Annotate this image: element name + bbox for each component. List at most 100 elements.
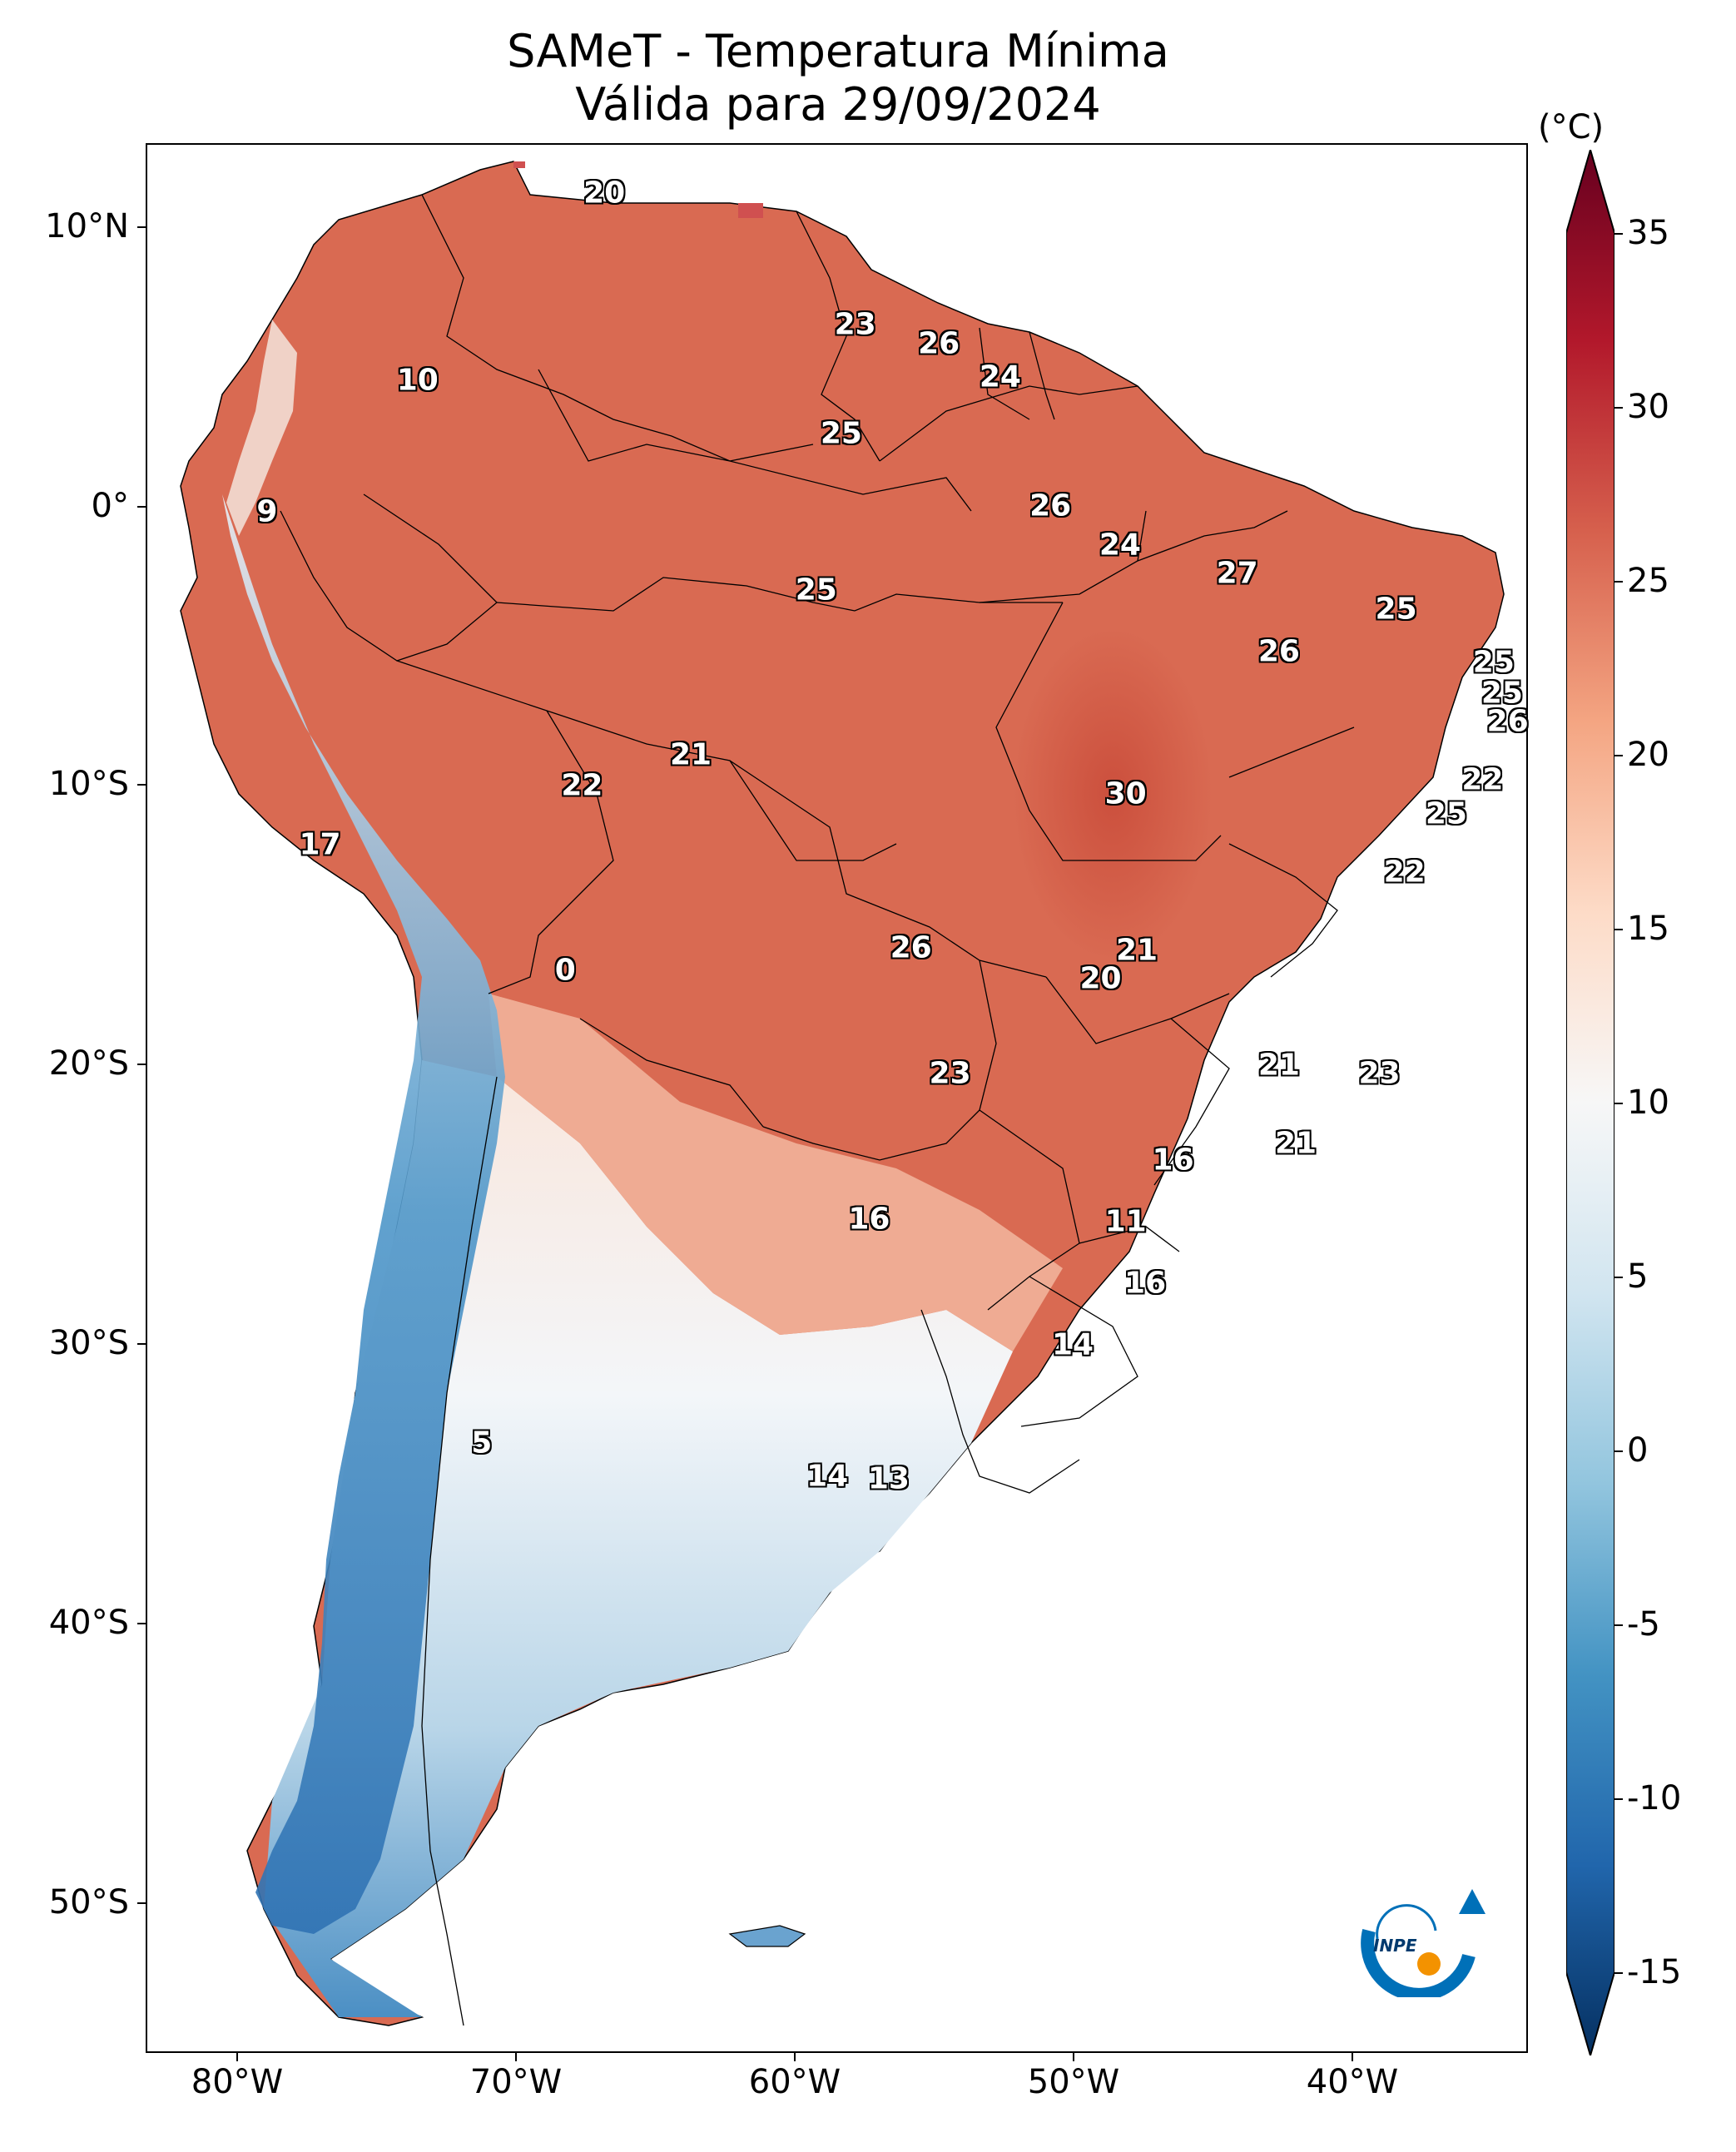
caribbean-island	[738, 203, 763, 218]
contour-label: 23	[1358, 1056, 1401, 1091]
lat-tick	[137, 1902, 146, 1904]
lon-tick	[794, 2053, 796, 2061]
contour-label: 21	[1257, 1048, 1300, 1083]
andes-cold-strip	[222, 494, 505, 1934]
colorbar-tick-label: -15	[1627, 1953, 1682, 1991]
contour-label: 17	[299, 827, 341, 862]
colorbar-tick-label: 35	[1627, 214, 1669, 252]
colorbar-tick-label: -10	[1627, 1779, 1682, 1817]
contour-label: 25	[820, 416, 862, 451]
contour-label: 26	[1257, 634, 1300, 669]
contour-label: 24	[1099, 528, 1141, 563]
lon-label-70w: 70°W	[469, 2063, 563, 2101]
contour-label: 25	[1425, 796, 1467, 831]
colorbar-tick	[1614, 581, 1623, 583]
contour-label: 20	[583, 176, 626, 211]
map-title: SAMeT - Temperatura Mínima	[507, 25, 1169, 77]
contour-label: 21	[1115, 933, 1158, 968]
colorbar-tick-label: 20	[1627, 736, 1669, 774]
contour-label: 0	[554, 953, 576, 988]
lat-tick	[137, 506, 146, 508]
lon-label-40w: 40°W	[1306, 2063, 1399, 2101]
colorbar-tick-label: 0	[1627, 1431, 1649, 1470]
contour-label: 23	[834, 307, 876, 342]
lon-tick	[1073, 2053, 1074, 2061]
colorbar-tick-label: 30	[1627, 388, 1669, 426]
inpe-logo: INPE	[1361, 1889, 1486, 1997]
contour-label: 13	[867, 1461, 910, 1496]
contour-label: 22	[561, 768, 603, 803]
lat-label-50s: 50°S	[48, 1883, 129, 1921]
colorbar-tick	[1614, 1450, 1623, 1452]
colorbar-tick-label: 10	[1627, 1083, 1669, 1122]
contour-label: 16	[1124, 1266, 1167, 1301]
colorbar-tick-label: 15	[1627, 910, 1669, 948]
contour-label: 24	[979, 359, 1021, 394]
lat-tick	[137, 784, 146, 786]
colorbar-tick	[1614, 1972, 1623, 1974]
contour-label: 10	[396, 363, 439, 398]
contour-label: 25	[1472, 645, 1515, 680]
logo-text: INPE	[1373, 1936, 1417, 1956]
contour-label: 30	[1104, 776, 1147, 811]
lon-tick	[515, 2053, 517, 2061]
contour-label: 11	[1104, 1204, 1147, 1239]
colorbar-tick	[1614, 1798, 1623, 1800]
lat-tick	[137, 226, 146, 228]
lon-tick	[1352, 2053, 1353, 2061]
colorbar-tick	[1614, 233, 1623, 235]
contour-label: 25	[1481, 676, 1523, 711]
hotspot-tocantins	[1013, 627, 1213, 960]
colorbar-unit: (°C)	[1538, 108, 1605, 146]
colombia-highlands	[226, 320, 297, 536]
colorbar-tick	[1614, 1277, 1623, 1278]
contour-label: 21	[669, 737, 712, 772]
falkland-islands	[728, 1925, 806, 1947]
colorbar-tick	[1614, 755, 1623, 756]
lat-label-40s: 40°S	[48, 1604, 129, 1642]
colorbar-tick-label: 25	[1627, 562, 1669, 600]
lon-label-50w: 50°W	[1027, 2063, 1120, 2101]
caribbean-island	[513, 161, 525, 168]
map-subtitle: Válida para 29/09/2024	[575, 78, 1101, 131]
lon-tick	[236, 2053, 238, 2061]
contour-label: 16	[1152, 1143, 1194, 1178]
contour-label: 14	[806, 1459, 849, 1494]
colorbar-tick-label: -5	[1627, 1605, 1660, 1644]
lat-tick	[137, 1623, 146, 1624]
transition-band	[489, 994, 1063, 1351]
colorbar-tick	[1614, 1103, 1623, 1104]
contour-label: 14	[1051, 1327, 1094, 1362]
lat-label-30s: 30°S	[48, 1324, 129, 1362]
contour-label: 26	[1029, 488, 1072, 523]
political-borders	[280, 194, 1355, 2026]
contour-label: 9	[256, 494, 278, 529]
contour-label: 26	[1486, 704, 1529, 739]
contour-label: 25	[795, 573, 837, 607]
lat-label-20s: 20°S	[48, 1044, 129, 1083]
contour-label: 27	[1216, 556, 1258, 591]
contour-label: 5	[471, 1426, 493, 1460]
lat-label-10n: 10°N	[45, 207, 129, 245]
lat-tick	[137, 1343, 146, 1345]
colorbar-tick	[1614, 407, 1623, 409]
contour-label: 26	[918, 326, 960, 361]
contour-label: 26	[890, 930, 932, 965]
colorbar-tick-label: 5	[1627, 1257, 1649, 1296]
map-frame	[146, 143, 1528, 2053]
contour-label: 21	[1274, 1126, 1317, 1161]
colorbar	[1566, 150, 1614, 2055]
contour-label: 25	[1375, 592, 1417, 627]
contour-label: 23	[929, 1056, 971, 1091]
lat-tick	[137, 1064, 146, 1065]
colorbar-tick	[1614, 929, 1623, 930]
lon-label-80w: 80°W	[191, 2063, 284, 2101]
lon-label-60w: 60°W	[748, 2063, 841, 2101]
lat-label-0: 0°	[91, 487, 129, 525]
contour-label: 16	[848, 1202, 890, 1237]
map-canvas	[180, 161, 1505, 2026]
colorbar-tick	[1614, 1624, 1623, 1626]
contour-label: 22	[1461, 762, 1504, 797]
lat-label-10s: 10°S	[48, 765, 129, 803]
contour-label: 22	[1383, 855, 1426, 890]
